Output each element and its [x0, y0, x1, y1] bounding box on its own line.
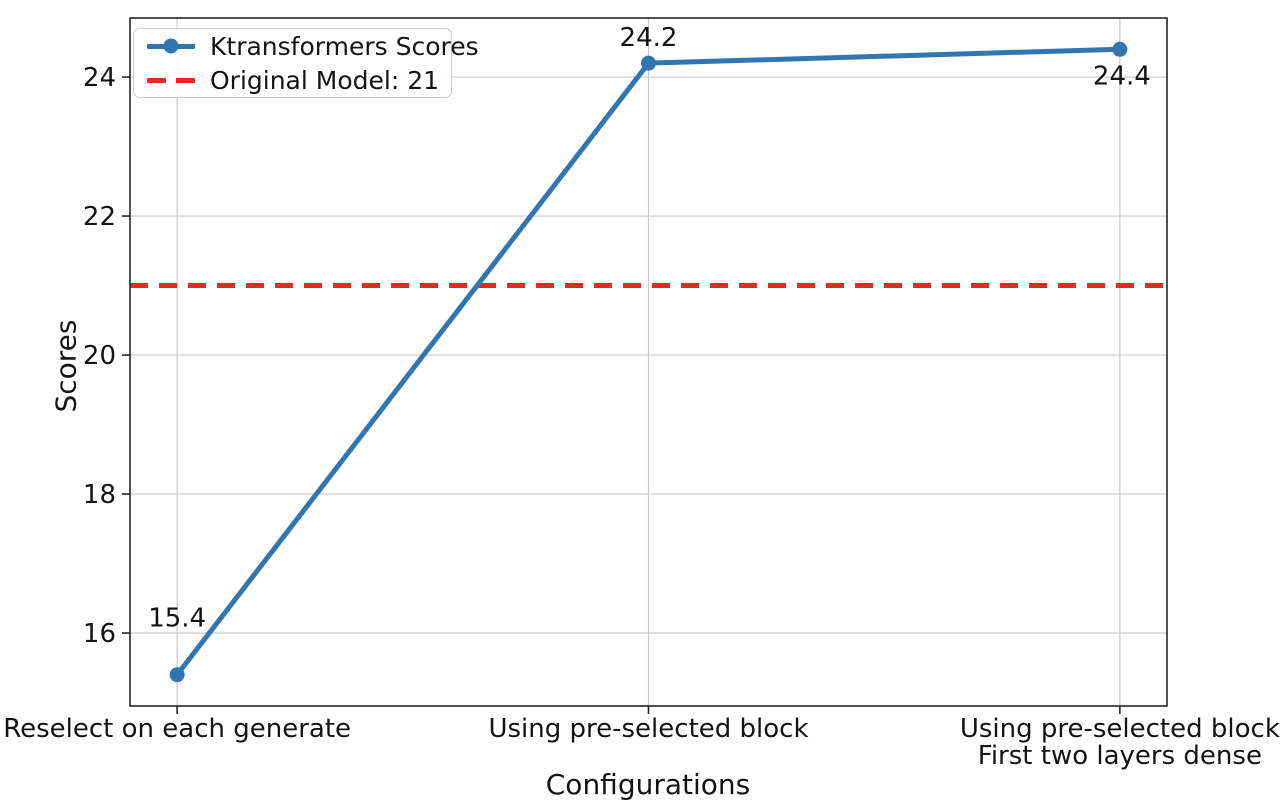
legend-series-line-icon [147, 38, 195, 54]
x-axis-title: Configurations [545, 768, 751, 801]
x-tick-label: Using pre-selected block First two layers… [960, 714, 1280, 771]
data-point-annotation: 24.2 [620, 23, 678, 53]
legend-dashed-line-icon [147, 77, 195, 83]
y-tick-label: 22 [83, 202, 116, 232]
legend-item-series: Ktransformers Scores [147, 32, 479, 61]
x-tick-label: Using pre-selected block [488, 714, 808, 744]
legend-series-label: Ktransformers Scores [210, 31, 479, 61]
data-point-annotation: 24.4 [1093, 61, 1151, 91]
y-tick-label: 20 [83, 341, 116, 371]
data-point-marker [641, 55, 656, 71]
data-point-annotation: 15.4 [148, 604, 206, 634]
legend-series-marker-icon [163, 38, 179, 54]
legend-item-reference: Original Model: 21 [147, 65, 440, 95]
data-point-marker [1112, 41, 1128, 57]
legend: Ktransformers Scores Original Model: 21 [133, 28, 479, 98]
y-tick-label: 18 [83, 480, 116, 510]
y-axis-title: Scores [49, 319, 83, 413]
x-tick-label: Reselect on each generate [3, 714, 351, 744]
y-tick-label: 16 [83, 619, 116, 649]
legend-reference-label: Original Model: 21 [210, 65, 440, 95]
data-point-marker [169, 667, 185, 683]
y-tick-label: 24 [83, 63, 116, 93]
